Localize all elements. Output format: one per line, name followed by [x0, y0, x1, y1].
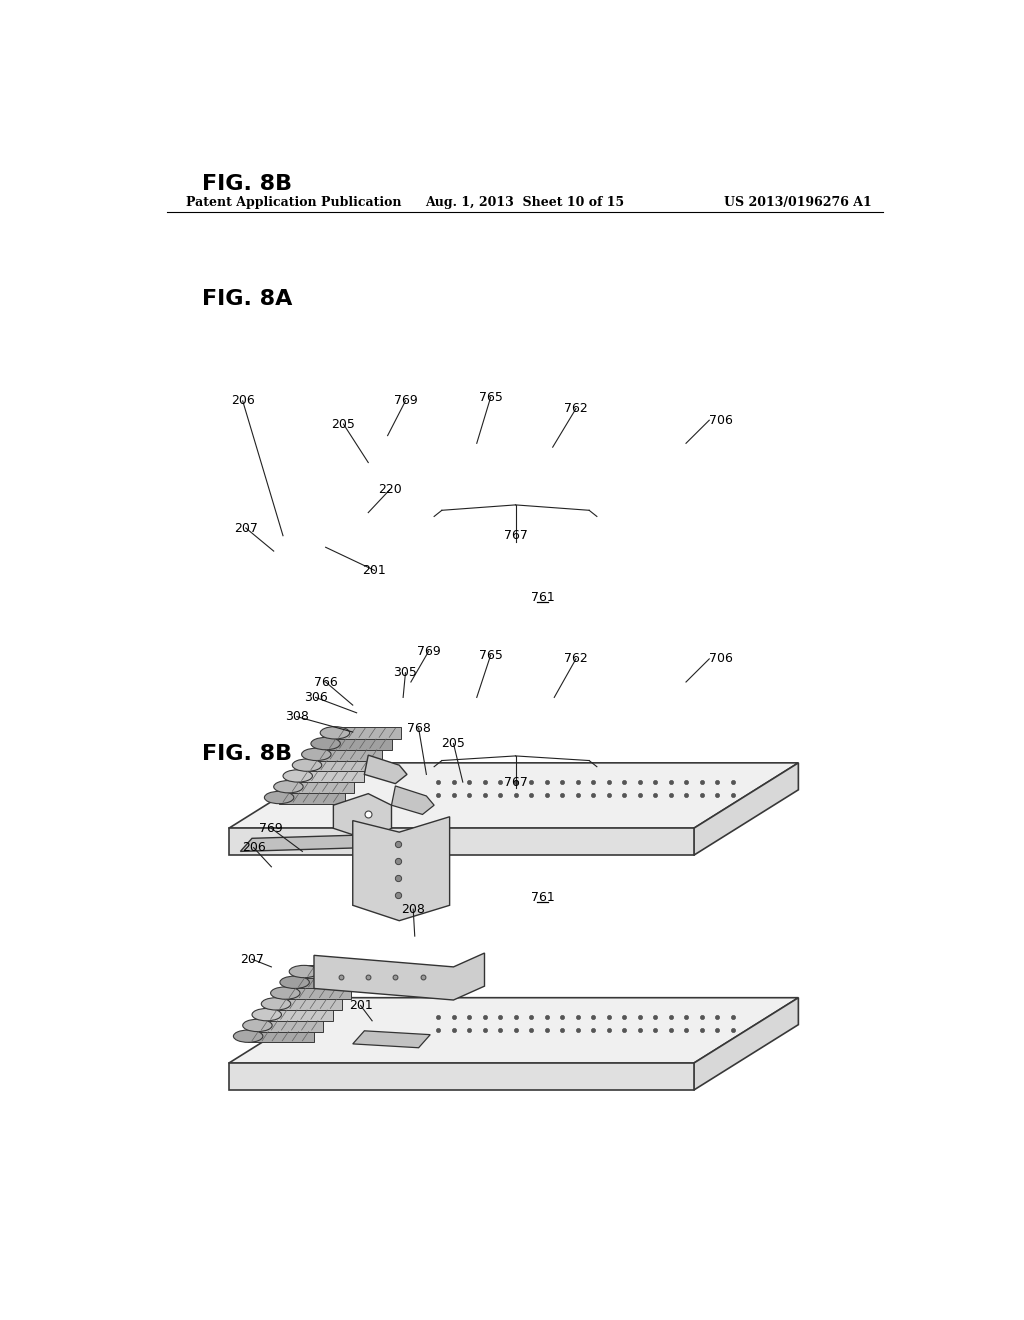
Ellipse shape	[264, 792, 294, 804]
Ellipse shape	[270, 987, 300, 999]
Polygon shape	[334, 793, 391, 840]
Text: 768: 768	[407, 722, 430, 735]
Text: 761: 761	[530, 591, 555, 603]
Ellipse shape	[302, 748, 331, 760]
Text: 762: 762	[564, 403, 588, 416]
Ellipse shape	[243, 1019, 272, 1032]
Text: 207: 207	[240, 953, 264, 966]
Polygon shape	[257, 1019, 324, 1032]
Ellipse shape	[289, 965, 318, 978]
Text: 769: 769	[259, 822, 284, 834]
Polygon shape	[391, 785, 434, 814]
Ellipse shape	[273, 780, 303, 793]
Text: 765: 765	[479, 648, 503, 661]
Polygon shape	[266, 1008, 333, 1020]
Polygon shape	[304, 965, 370, 978]
Text: 706: 706	[710, 413, 733, 426]
Text: 305: 305	[393, 667, 418, 680]
Text: 220: 220	[378, 483, 401, 496]
Polygon shape	[276, 998, 342, 1010]
Polygon shape	[365, 755, 407, 784]
Polygon shape	[352, 817, 450, 921]
Ellipse shape	[261, 998, 291, 1010]
Text: 205: 205	[332, 417, 355, 430]
Text: FIG. 8B: FIG. 8B	[202, 174, 292, 194]
Polygon shape	[241, 834, 380, 851]
Text: 206: 206	[230, 395, 255, 408]
Ellipse shape	[311, 738, 340, 750]
Text: 306: 306	[304, 690, 328, 704]
Ellipse shape	[292, 759, 322, 771]
Polygon shape	[228, 1063, 693, 1090]
Text: FIG. 8B: FIG. 8B	[202, 743, 292, 763]
Text: 206: 206	[242, 841, 265, 854]
Text: FIG. 8A: FIG. 8A	[202, 289, 292, 309]
Ellipse shape	[321, 726, 349, 739]
Text: 766: 766	[313, 676, 338, 689]
Polygon shape	[280, 792, 345, 804]
Text: 308: 308	[285, 710, 309, 723]
Polygon shape	[314, 953, 484, 1001]
Text: 767: 767	[504, 529, 527, 543]
Polygon shape	[326, 738, 391, 750]
Text: 762: 762	[564, 652, 588, 665]
Polygon shape	[248, 1030, 314, 1043]
Text: 767: 767	[504, 776, 527, 788]
Polygon shape	[228, 998, 799, 1063]
Polygon shape	[352, 1031, 430, 1048]
Polygon shape	[228, 763, 799, 829]
Text: 706: 706	[710, 652, 733, 665]
Polygon shape	[289, 780, 354, 793]
Text: 201: 201	[362, 564, 386, 577]
Polygon shape	[298, 770, 364, 781]
Ellipse shape	[252, 1008, 282, 1020]
Text: 765: 765	[479, 391, 503, 404]
Text: 769: 769	[393, 395, 418, 408]
Ellipse shape	[233, 1030, 263, 1043]
Polygon shape	[286, 987, 351, 999]
Polygon shape	[295, 977, 360, 989]
Text: 205: 205	[441, 737, 466, 750]
Ellipse shape	[283, 770, 312, 781]
Text: 201: 201	[348, 999, 373, 1012]
Text: 207: 207	[233, 521, 258, 535]
Polygon shape	[307, 759, 373, 771]
Polygon shape	[693, 763, 799, 855]
Text: Patent Application Publication: Patent Application Publication	[186, 195, 401, 209]
Polygon shape	[316, 748, 382, 760]
Text: US 2013/0196276 A1: US 2013/0196276 A1	[724, 195, 872, 209]
Text: 769: 769	[417, 644, 440, 657]
Text: 761: 761	[530, 891, 555, 904]
Text: 208: 208	[401, 903, 425, 916]
Ellipse shape	[280, 977, 309, 989]
Polygon shape	[693, 998, 799, 1090]
Text: Aug. 1, 2013  Sheet 10 of 15: Aug. 1, 2013 Sheet 10 of 15	[425, 195, 625, 209]
Polygon shape	[335, 726, 400, 739]
Polygon shape	[228, 829, 693, 855]
